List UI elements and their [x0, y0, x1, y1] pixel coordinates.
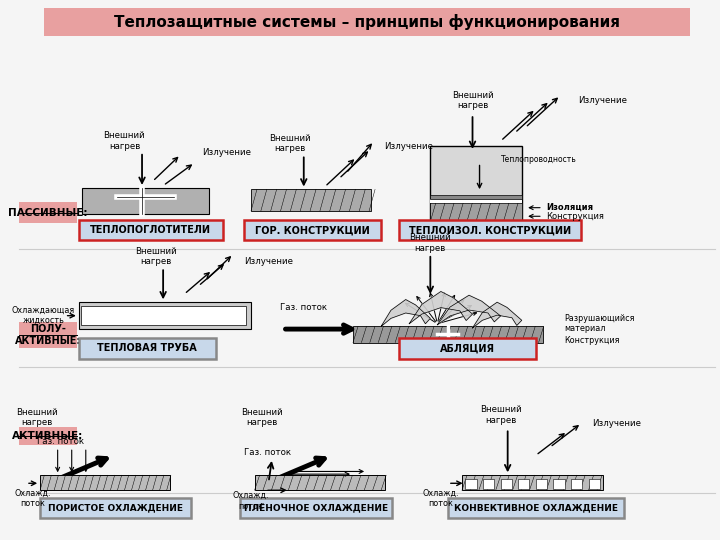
Text: ПОРИСТОЕ ОХЛАЖДЕНИЕ: ПОРИСТОЕ ОХЛАЖДЕНИЕ: [48, 503, 183, 512]
FancyBboxPatch shape: [431, 195, 522, 199]
Text: Газ. поток: Газ. поток: [244, 448, 291, 457]
Text: Охлажд.
поток: Охлажд. поток: [423, 489, 459, 508]
Text: Излучение: Излучение: [202, 148, 251, 157]
Text: Охлажд.
поток: Охлажд. поток: [233, 491, 269, 511]
Text: Внешний
нагрев: Внешний нагрев: [480, 406, 521, 425]
Polygon shape: [437, 295, 500, 325]
Bar: [571, 479, 582, 489]
FancyBboxPatch shape: [353, 326, 543, 342]
Text: Внешний
нагрев: Внешний нагрев: [104, 131, 145, 151]
Text: Конструкция: Конструкция: [564, 336, 619, 346]
Bar: [518, 479, 529, 489]
Text: Внешний
нагрев: Внешний нагрев: [16, 408, 58, 428]
FancyBboxPatch shape: [40, 475, 170, 490]
Text: Внешний
нагрев: Внешний нагрев: [269, 134, 310, 153]
FancyBboxPatch shape: [431, 203, 522, 221]
FancyBboxPatch shape: [78, 220, 223, 240]
FancyBboxPatch shape: [251, 190, 371, 211]
Text: Излучение: Излучение: [244, 258, 293, 266]
Text: ПОЛУ-
АКТИВНЫЕ:: ПОЛУ- АКТИВНЫЕ:: [14, 324, 81, 346]
Text: ТЕПЛОВАЯ ТРУБА: ТЕПЛОВАЯ ТРУБА: [97, 343, 197, 354]
Text: Внешний
нагрев: Внешний нагрев: [135, 247, 177, 266]
Text: АБЛЯЦИЯ: АБЛЯЦИЯ: [440, 343, 495, 354]
Bar: [536, 479, 547, 489]
Text: Излучение: Излучение: [384, 142, 433, 151]
Bar: [554, 479, 564, 489]
Text: Разрушающийся
материал: Разрушающийся материал: [564, 314, 634, 333]
Text: Газ. поток: Газ. поток: [280, 303, 328, 312]
FancyBboxPatch shape: [19, 427, 76, 444]
FancyBboxPatch shape: [448, 498, 624, 518]
FancyBboxPatch shape: [19, 322, 76, 348]
Bar: [588, 479, 600, 489]
FancyBboxPatch shape: [399, 338, 536, 359]
Text: Внешний
нагрев: Внешний нагрев: [410, 233, 451, 253]
Text: ПАССИВНЫЕ:: ПАССИВНЫЕ:: [8, 207, 88, 218]
Text: КОНВЕКТИВНОЕ ОХЛАЖДЕНИЕ: КОНВЕКТИВНОЕ ОХЛАЖДЕНИЕ: [454, 503, 618, 512]
Text: ТЕПЛОИЗОЛ. КОНСТРУКЦИИ: ТЕПЛОИЗОЛ. КОНСТРУКЦИИ: [409, 225, 571, 235]
FancyBboxPatch shape: [78, 302, 251, 329]
Text: Охлажд.
поток: Охлажд. поток: [15, 489, 51, 508]
Text: Конструкция: Конструкция: [546, 212, 604, 221]
FancyBboxPatch shape: [462, 475, 603, 490]
FancyBboxPatch shape: [44, 9, 690, 36]
Bar: [483, 479, 495, 489]
Text: ПЛЁНОЧНОЕ ОХЛАЖДЕНИЕ: ПЛЁНОЧНОЕ ОХЛАЖДЕНИЕ: [244, 503, 388, 513]
FancyBboxPatch shape: [240, 498, 392, 518]
FancyBboxPatch shape: [431, 199, 522, 203]
FancyBboxPatch shape: [399, 220, 582, 240]
FancyBboxPatch shape: [244, 220, 381, 240]
Polygon shape: [472, 302, 522, 328]
FancyBboxPatch shape: [78, 338, 216, 359]
FancyBboxPatch shape: [81, 306, 246, 325]
Text: АКТИВНЫЕ:: АКТИВНЫЕ:: [12, 431, 84, 441]
FancyBboxPatch shape: [255, 475, 384, 490]
FancyBboxPatch shape: [40, 498, 192, 518]
Polygon shape: [409, 292, 472, 323]
Text: ТЕПЛОПОГЛОТИТЕЛИ: ТЕПЛОПОГЛОТИТЕЛИ: [90, 225, 212, 235]
Text: Внешний
нагрев: Внешний нагрев: [451, 91, 493, 111]
Text: ГОР. КОНСТРУКЦИИ: ГОР. КОНСТРУКЦИИ: [255, 225, 370, 235]
Text: Излучение: Излучение: [578, 96, 627, 105]
Bar: [500, 479, 512, 489]
FancyBboxPatch shape: [431, 146, 522, 221]
Text: Изоляция: Изоляция: [546, 203, 593, 212]
FancyBboxPatch shape: [82, 188, 209, 214]
Text: Внешний
нагрев: Внешний нагрев: [240, 408, 282, 428]
Text: Теплозащитные системы – принципы функционирования: Теплозащитные системы – принципы функцио…: [114, 14, 620, 30]
FancyBboxPatch shape: [19, 202, 76, 222]
Polygon shape: [381, 300, 431, 326]
Text: Теплопроводность: Теплопроводность: [500, 156, 577, 164]
Text: Охлаждающая
жидкость: Охлаждающая жидкость: [12, 306, 75, 326]
Text: Газ. поток: Газ. поток: [37, 437, 84, 447]
Text: Излучение: Излучение: [592, 418, 641, 428]
Bar: [466, 479, 477, 489]
